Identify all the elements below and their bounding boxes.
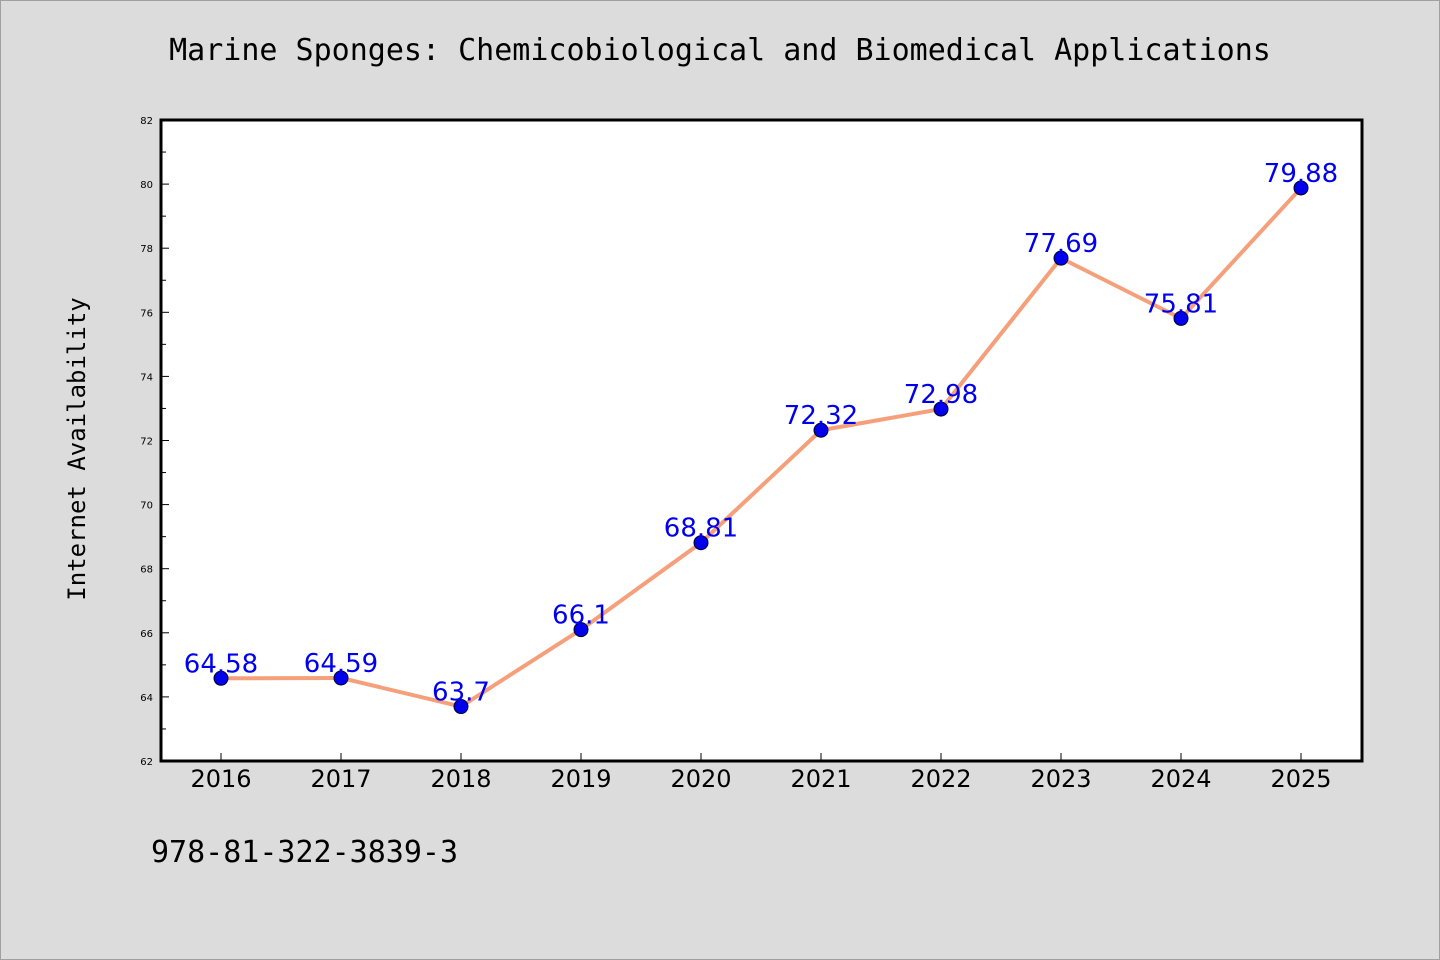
- isbn-text: 978-81-322-3839-3: [151, 835, 459, 870]
- data-label: 68.81: [664, 514, 738, 544]
- y-axis: 62 64 66 68 70 72 74 76 78 80 82: [140, 116, 169, 768]
- x-tick-label: 2016: [190, 765, 251, 793]
- data-label: 63.7: [432, 678, 490, 708]
- plot-area: [159, 118, 1364, 763]
- x-axis: 2016 2017 2018 2019 2020 2021 2022 2023 2024 2025: [190, 753, 1332, 793]
- y-tick-label: 68: [140, 565, 153, 576]
- data-point: [333, 670, 349, 686]
- data-point: [813, 422, 829, 438]
- data-point: [453, 699, 469, 715]
- data-label: 77.69: [1024, 229, 1098, 259]
- y-tick-label: 64: [140, 693, 153, 704]
- x-tick-label: 2018: [430, 765, 491, 793]
- data-label: 64.59: [304, 649, 378, 679]
- x-tick-label: 2021: [790, 765, 851, 793]
- x-tick-label: 2023: [1030, 765, 1091, 793]
- x-tick-label: 2022: [910, 765, 971, 793]
- y-tick-label: 82: [140, 116, 153, 127]
- y-tick-label: 78: [140, 244, 153, 255]
- y-tick-label: 62: [140, 757, 153, 768]
- data-label: 72.32: [784, 401, 858, 431]
- y-tick-label: 76: [140, 308, 153, 319]
- data-point: [1173, 310, 1189, 326]
- x-tick-label: 2020: [670, 765, 731, 793]
- data-point: [1293, 180, 1309, 196]
- data-label: 64.58: [184, 649, 258, 679]
- y-tick-label: 74: [140, 372, 153, 383]
- y-tick-label: 66: [140, 629, 153, 640]
- series-layer: 64.58 64.59 63.7 66.1 68.81 72.32 72.98 77.69 75…: [184, 159, 1338, 715]
- data-point: [1053, 250, 1069, 266]
- data-point: [933, 401, 949, 417]
- data-point: [693, 535, 709, 551]
- x-tick-label: 2017: [310, 765, 371, 793]
- data-point: [573, 622, 589, 638]
- data-label: 75.81: [1144, 289, 1218, 319]
- y-tick-label: 72: [140, 437, 153, 448]
- series-line: [220, 186, 1303, 709]
- y-tick-label: 80: [140, 180, 153, 191]
- chart-title: Marine Sponges: Chemicobiological and Bi…: [169, 33, 1271, 68]
- x-tick-label: 2019: [550, 765, 611, 793]
- y-tick-label: 70: [140, 501, 153, 512]
- data-point: [213, 670, 229, 686]
- data-label: 79.88: [1264, 159, 1338, 189]
- data-label: 66.1: [552, 601, 610, 631]
- x-tick-label: 2024: [1150, 765, 1211, 793]
- data-label: 72.98: [904, 380, 978, 410]
- x-tick-label: 2025: [1270, 765, 1331, 793]
